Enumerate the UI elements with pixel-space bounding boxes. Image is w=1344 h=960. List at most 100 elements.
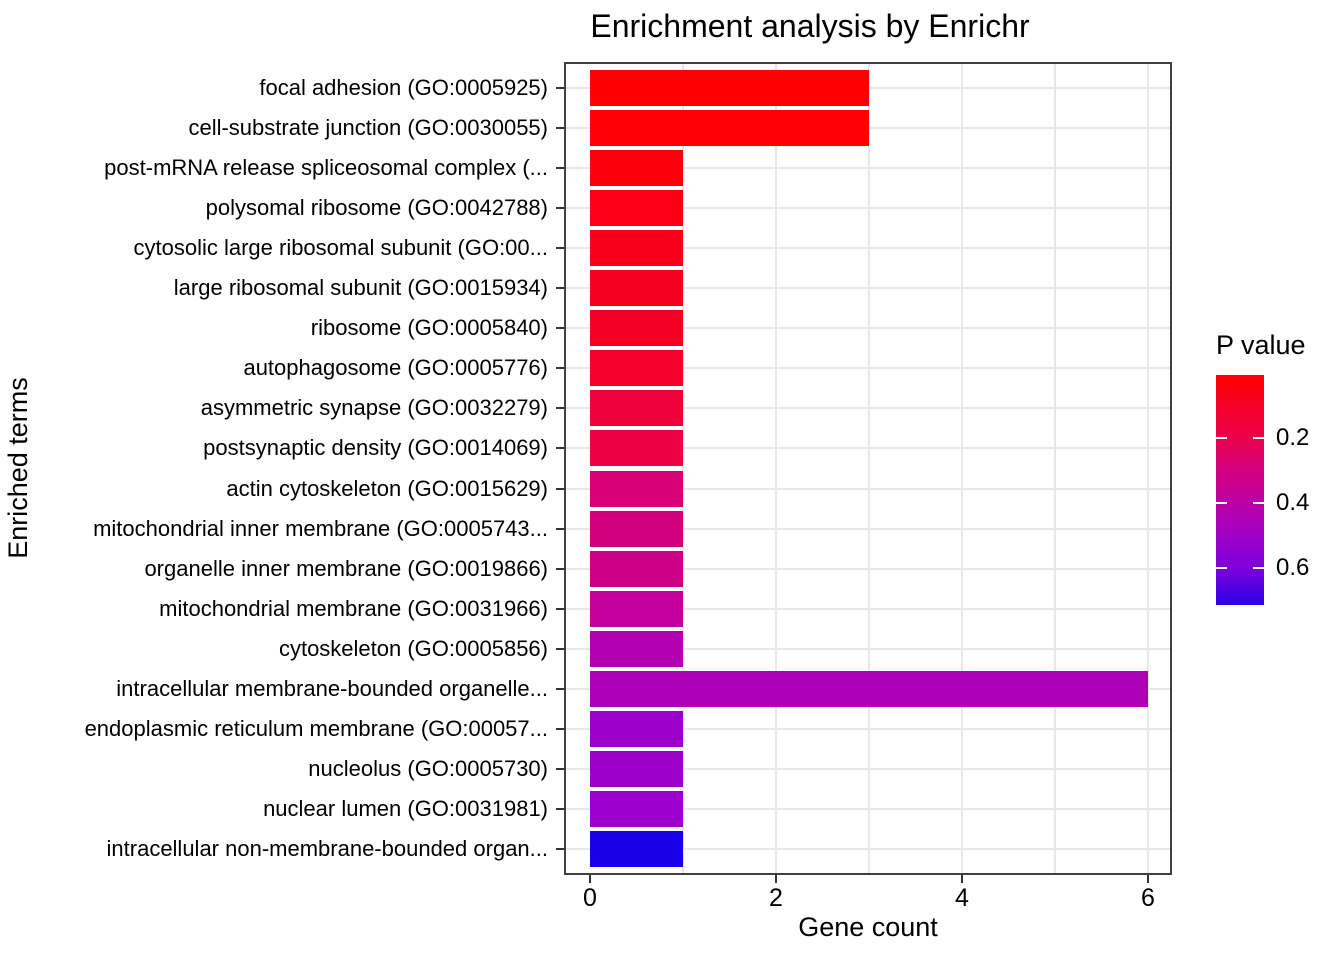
y-axis-tick (556, 567, 564, 570)
colorbar-gradient (1216, 375, 1264, 605)
y-axis-tick (556, 687, 564, 690)
y-axis-tick (556, 207, 564, 210)
y-axis-tick (556, 807, 564, 810)
plot-panel (564, 62, 1172, 875)
colorbar-tick (1253, 567, 1264, 569)
bar (590, 750, 683, 787)
bar (590, 190, 683, 227)
colorbar-tick-label: 0.2 (1276, 424, 1310, 451)
bar (590, 670, 1148, 707)
x-axis-label: 4 (955, 884, 969, 912)
horizontal-gridline (566, 487, 1170, 490)
y-axis-label: intracellular membrane-bounded organelle… (116, 675, 548, 701)
x-axis-tick (775, 875, 777, 883)
y-axis-tick (556, 647, 564, 650)
x-axis-title: Gene count (798, 912, 938, 942)
horizontal-gridline (566, 767, 1170, 770)
y-axis-label: cell-substrate junction (GO:0030055) (188, 115, 548, 141)
y-axis-tick (556, 327, 564, 330)
y-axis-label: cytoskeleton (GO:0005856) (278, 635, 548, 661)
bar (590, 110, 869, 147)
x-axis-tick (589, 875, 591, 883)
y-axis-tick (556, 527, 564, 530)
bar (590, 790, 683, 827)
horizontal-gridline (566, 367, 1170, 370)
horizontal-gridline (566, 407, 1170, 410)
vertical-gridline (682, 64, 684, 873)
colorbar-tick (1216, 437, 1227, 439)
bar (590, 70, 869, 106)
y-axis-tick (556, 767, 564, 770)
bar (590, 830, 683, 867)
bar (590, 350, 683, 387)
horizontal-gridline (566, 527, 1170, 530)
horizontal-gridline (566, 167, 1170, 170)
bar (590, 590, 683, 627)
y-axis-tick (556, 727, 564, 730)
y-axis-title: Enriched terms (3, 377, 33, 559)
x-axis-tick (961, 875, 963, 883)
y-axis-label: postsynaptic density (GO:0014069) (203, 435, 548, 461)
y-axis-label: post-mRNA release spliceosomal complex (… (104, 155, 548, 181)
y-axis-label: focal adhesion (GO:0005925) (259, 75, 548, 100)
y-axis-tick (556, 87, 564, 89)
y-axis-tick (556, 847, 564, 850)
horizontal-gridline (566, 207, 1170, 210)
horizontal-gridline (566, 727, 1170, 730)
colorbar-tick (1216, 567, 1227, 569)
y-axis-label: autophagosome (GO:0005776) (243, 355, 548, 381)
y-axis-label: endoplasmic reticulum membrane (GO:00057… (84, 715, 548, 741)
bar (590, 630, 683, 667)
x-axis-label: 6 (1141, 884, 1155, 912)
bar (590, 710, 683, 747)
y-axis-label: intracellular non-membrane-bounded organ… (106, 835, 548, 861)
vertical-gridline (1054, 64, 1056, 873)
y-axis-label: asymmetric synapse (GO:0032279) (200, 395, 548, 421)
colorbar-tick (1253, 437, 1264, 439)
y-axis-label: nucleolus (GO:0005730) (308, 755, 548, 781)
y-axis-tick (556, 447, 564, 450)
colorbar-tick-label: 0.4 (1276, 489, 1310, 516)
bar (590, 270, 683, 307)
y-axis-label: mitochondrial membrane (GO:0031966) (159, 595, 548, 621)
vertical-gridline (961, 64, 963, 873)
y-axis-label: nuclear lumen (GO:0031981) (263, 795, 548, 821)
y-axis-label: organelle inner membrane (GO:0019866) (144, 555, 548, 581)
y-axis-label: ribosome (GO:0005840) (310, 315, 548, 341)
vertical-gridline (1147, 64, 1149, 873)
horizontal-gridline (566, 847, 1170, 850)
chart-title: Enrichment analysis by Enrichr (590, 8, 1030, 44)
bar (590, 550, 683, 587)
horizontal-gridline (566, 287, 1170, 290)
horizontal-gridline (566, 607, 1170, 610)
horizontal-gridline (566, 647, 1170, 650)
colorbar-tick-label: 0.6 (1276, 554, 1310, 581)
bar (590, 310, 683, 347)
vertical-gridline (868, 64, 870, 873)
colorbar-title: P value (1216, 330, 1306, 360)
x-axis-label: 2 (769, 884, 783, 912)
horizontal-gridline (566, 247, 1170, 250)
y-axis-tick (556, 367, 564, 370)
y-axis-label: actin cytoskeleton (GO:0015629) (226, 475, 548, 501)
x-axis-tick (1147, 875, 1149, 883)
bar (590, 430, 683, 467)
colorbar-tick (1216, 502, 1227, 504)
bar (590, 470, 683, 507)
y-axis-tick (556, 127, 564, 130)
bar (590, 150, 683, 187)
y-axis-label: polysomal ribosome (GO:0042788) (205, 195, 548, 221)
y-axis-tick (556, 167, 564, 170)
horizontal-gridline (566, 807, 1170, 810)
horizontal-gridline (566, 567, 1170, 570)
bar (590, 390, 683, 427)
y-axis-tick (556, 407, 564, 410)
y-axis-tick (556, 287, 564, 290)
horizontal-gridline (566, 327, 1170, 330)
horizontal-gridline (566, 447, 1170, 450)
y-axis-tick (556, 247, 564, 250)
y-axis-tick (556, 487, 564, 490)
colorbar-tick (1253, 502, 1264, 504)
y-axis-label: mitochondrial inner membrane (GO:0005743… (93, 515, 548, 541)
